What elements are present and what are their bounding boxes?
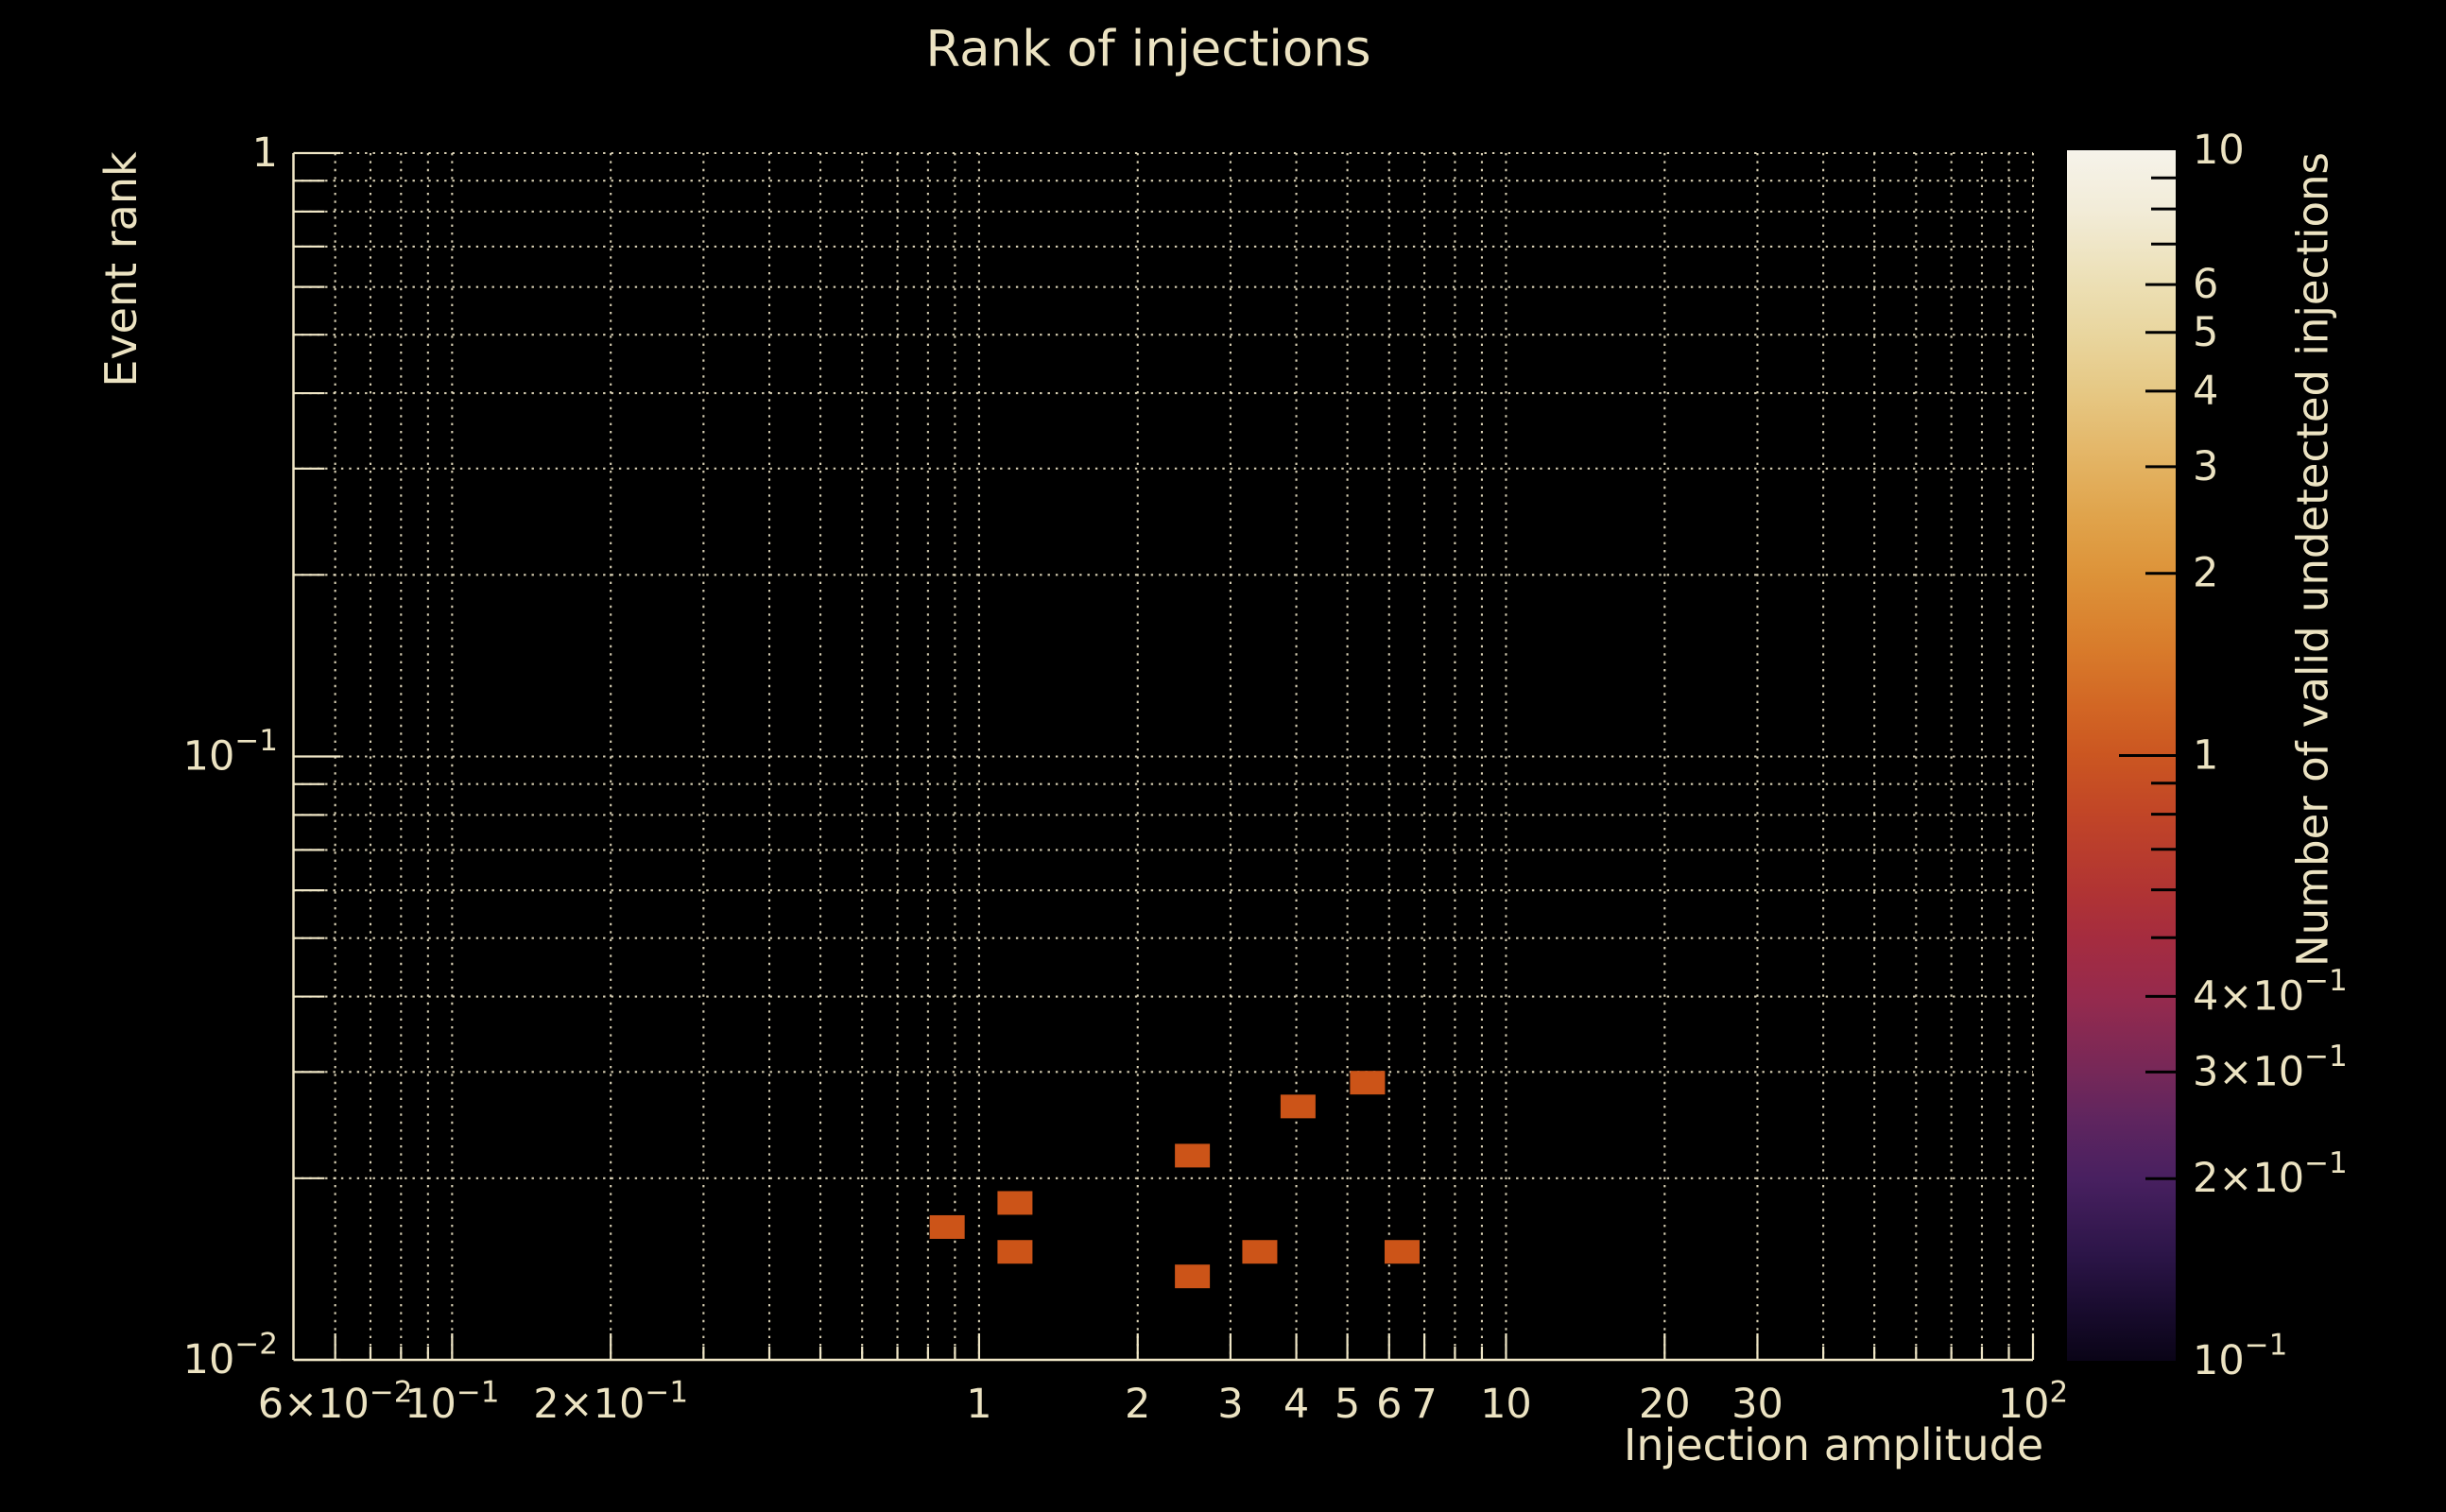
y-axis-title: Event rank <box>95 151 146 387</box>
data-point <box>1175 1264 1211 1289</box>
colorbar-title: Number of valid undetected injections <box>2287 152 2338 967</box>
x-tick-label: 2 <box>1125 1381 1150 1428</box>
colorbar-tick-label: 2 <box>2193 550 2218 597</box>
colorbar-tick-label: 4 <box>2193 368 2218 415</box>
x-tick-label: 4 <box>1283 1381 1309 1428</box>
data-point <box>997 1191 1033 1215</box>
colorbar-tick-label: 3 <box>2193 443 2218 490</box>
y-tick-label: 1 <box>252 129 278 177</box>
x-tick-label: 3 <box>1217 1381 1243 1428</box>
data-point <box>1175 1143 1211 1168</box>
y-tick-label: 10−1 <box>183 724 278 780</box>
x-tick-label: 102 <box>1998 1376 2068 1428</box>
data-point <box>1280 1094 1316 1119</box>
x-tick-label: 6 <box>1376 1381 1402 1428</box>
x-tick-label: 10−1 <box>405 1376 499 1428</box>
colorbar-tick-label: 5 <box>2193 309 2218 356</box>
colorbar-tick-label: 1 <box>2193 732 2218 780</box>
colorbar-tick-label: 6 <box>2193 261 2218 308</box>
data-point <box>1242 1240 1278 1264</box>
colorbar-tick-label: 4×10−1 <box>2193 964 2348 1020</box>
x-tick-label: 10 <box>1480 1381 1532 1428</box>
data-point <box>1350 1071 1386 1095</box>
chart-title: Rank of injections <box>925 20 1371 78</box>
colorbar-tick-label: 10−1 <box>2193 1329 2287 1384</box>
x-tick-label: 5 <box>1335 1381 1360 1428</box>
x-tick-label: 2×10−1 <box>533 1376 688 1428</box>
x-tick-label: 30 <box>1731 1381 1783 1428</box>
data-point <box>1384 1240 1420 1264</box>
colorbar-tick-label: 3×10−1 <box>2193 1040 2348 1095</box>
data-point <box>929 1214 965 1239</box>
colorbar-tick-label: 10 <box>2193 127 2245 174</box>
colorbar-tick-label: 2×10−1 <box>2193 1146 2348 1202</box>
x-tick-label: 6×10−2 <box>258 1376 413 1428</box>
x-axis-title: Injection amplitude <box>1623 1419 2044 1470</box>
x-tick-label: 1 <box>966 1381 991 1428</box>
x-tick-label: 7 <box>1411 1381 1437 1428</box>
x-tick-label: 20 <box>1639 1381 1691 1428</box>
y-tick-label: 10−2 <box>183 1328 278 1383</box>
data-point <box>997 1240 1033 1264</box>
